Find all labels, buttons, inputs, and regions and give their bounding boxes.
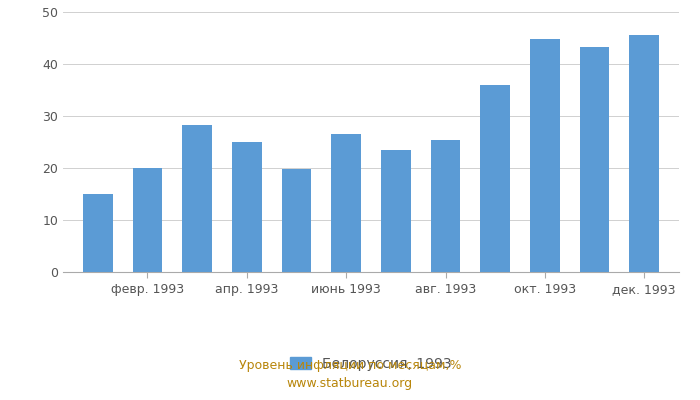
- Bar: [83, 194, 113, 272]
- Bar: [281, 169, 312, 272]
- Bar: [232, 142, 262, 272]
- Bar: [580, 47, 610, 272]
- Bar: [629, 35, 659, 272]
- Bar: [132, 168, 162, 272]
- Bar: [331, 134, 361, 272]
- Bar: [530, 39, 560, 272]
- Text: Уровень инфляции по месяцам,%: Уровень инфляции по месяцам,%: [239, 360, 461, 372]
- Bar: [480, 85, 510, 272]
- Legend: Белоруссия, 1993: Белоруссия, 1993: [290, 357, 452, 371]
- Text: www.statbureau.org: www.statbureau.org: [287, 378, 413, 390]
- Bar: [182, 125, 212, 272]
- Bar: [430, 140, 461, 272]
- Bar: [381, 150, 411, 272]
